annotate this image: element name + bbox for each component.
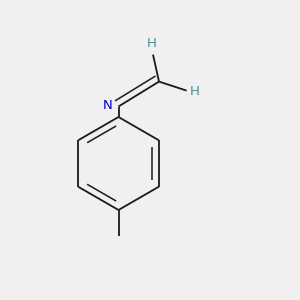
Text: H: H: [190, 85, 200, 98]
Text: N: N: [103, 99, 112, 112]
Text: H: H: [147, 37, 157, 50]
